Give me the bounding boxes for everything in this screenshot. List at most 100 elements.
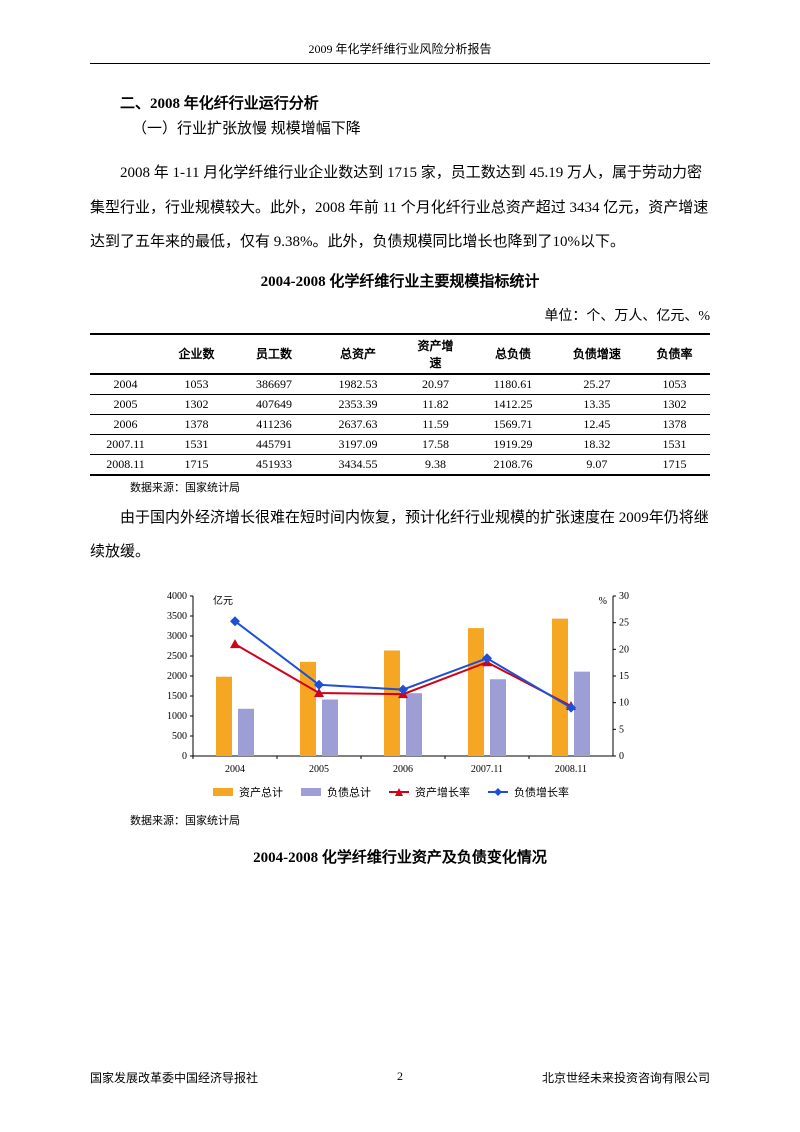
table-cell: 2353.39	[316, 394, 400, 414]
bar	[468, 628, 484, 756]
table-title: 2004-2008 化学纤维行业主要规模指标统计	[90, 270, 710, 291]
table-cell: 407649	[232, 394, 316, 414]
table-cell: 1302	[161, 394, 232, 414]
table-cell: 3197.09	[316, 434, 400, 454]
table-source: 数据来源：国家统计局	[130, 479, 710, 495]
table-cell: 1180.61	[471, 374, 555, 395]
footer-left: 国家发展改革委中国经济导报社	[90, 1069, 258, 1086]
svg-text:1500: 1500	[167, 691, 187, 702]
table-cell: 1378	[639, 414, 710, 434]
table-header-row: 企业数员工数总资产资产增速总负债负债增速负债率	[90, 334, 710, 374]
bar	[384, 650, 400, 756]
paragraph-1: 2008 年 1-11 月化学纤维行业企业数达到 1715 家，员工数达到 45…	[90, 156, 710, 260]
table-cell: 2006	[90, 414, 161, 434]
stats-table: 企业数员工数总资产资产增速总负债负债增速负债率 2004105338669719…	[90, 333, 710, 476]
svg-text:2007.11: 2007.11	[471, 764, 503, 775]
svg-text:15: 15	[619, 671, 629, 682]
table-cell: 1715	[639, 454, 710, 475]
chart-source: 数据来源：国家统计局	[130, 812, 710, 828]
chart-svg: 05001000150020002500300035004000亿元051015…	[145, 586, 655, 806]
section-title: 二、2008 年化纤行业运行分析	[120, 92, 710, 113]
table-header-cell: 企业数	[161, 334, 232, 374]
svg-text:30: 30	[619, 591, 629, 602]
table-cell: 1053	[639, 374, 710, 395]
table-header-cell: 总资产	[316, 334, 400, 374]
svg-text:亿元: 亿元	[213, 594, 233, 607]
table-cell: 1302	[639, 394, 710, 414]
table-header-cell	[90, 334, 161, 374]
svg-text:2008.11: 2008.11	[555, 764, 587, 775]
table-row: 200410533866971982.5320.971180.6125.2710…	[90, 374, 710, 395]
page-footer: 国家发展改革委中国经济导报社 2 北京世经未来投资咨询有限公司	[90, 1069, 710, 1086]
chart-caption: 2004-2008 化学纤维行业资产及负债变化情况	[90, 846, 710, 867]
paragraph-2: 由于国内外经济增长很难在短时间内恢复，预计化纤行业规模的扩张速度在 2009年仍…	[90, 501, 710, 570]
table-header-cell: 负债率	[639, 334, 710, 374]
page-header: 2009 年化学纤维行业风险分析报告	[90, 40, 710, 64]
table-row: 200613784112362637.6311.591569.7112.4513…	[90, 414, 710, 434]
table-header-cell: 总负债	[471, 334, 555, 374]
table-cell: 1378	[161, 414, 232, 434]
svg-text:%: %	[599, 596, 607, 607]
table-row: 200513024076492353.3911.821412.2513.3513…	[90, 394, 710, 414]
table-cell: 1715	[161, 454, 232, 475]
svg-text:25: 25	[619, 617, 629, 628]
table-cell: 2008.11	[90, 454, 161, 475]
bar	[216, 676, 232, 755]
table-cell: 1531	[161, 434, 232, 454]
table-cell: 9.07	[555, 454, 639, 475]
page: 2009 年化学纤维行业风险分析报告 二、2008 年化纤行业运行分析 （一）行…	[0, 0, 800, 1132]
table-cell: 2005	[90, 394, 161, 414]
table-cell: 2007.11	[90, 434, 161, 454]
svg-text:负债增长率: 负债增长率	[514, 785, 569, 799]
table-cell: 451933	[232, 454, 316, 475]
table-cell: 1412.25	[471, 394, 555, 414]
table-cell: 1982.53	[316, 374, 400, 395]
table-header-cell: 资产增速	[400, 334, 471, 374]
svg-text:10: 10	[619, 697, 629, 708]
table-cell: 11.59	[400, 414, 471, 434]
marker	[230, 639, 240, 648]
table-cell: 1569.71	[471, 414, 555, 434]
bar	[490, 679, 506, 756]
chart: 05001000150020002500300035004000亿元051015…	[145, 586, 655, 806]
table-cell: 12.45	[555, 414, 639, 434]
table-row: 2007.1115314457913197.0917.581919.2918.3…	[90, 434, 710, 454]
svg-text:负债总计: 负债总计	[327, 785, 371, 799]
table-cell: 13.35	[555, 394, 639, 414]
table-cell: 3434.55	[316, 454, 400, 475]
svg-text:5: 5	[619, 724, 624, 735]
table-cell: 11.82	[400, 394, 471, 414]
bar	[322, 699, 338, 755]
subsection-title: （一）行业扩张放慢 规模增幅下降	[132, 117, 710, 138]
bar	[552, 618, 568, 755]
table-cell: 9.38	[400, 454, 471, 475]
svg-text:资产增长率: 资产增长率	[415, 785, 470, 799]
bar	[574, 671, 590, 755]
svg-text:2005: 2005	[309, 764, 329, 775]
table-cell: 2004	[90, 374, 161, 395]
unit-line: 单位：个、万人、亿元、%	[90, 305, 710, 325]
svg-text:2500: 2500	[167, 651, 187, 662]
table-cell: 411236	[232, 414, 316, 434]
svg-text:资产总计: 资产总计	[239, 785, 283, 799]
table-cell: 1531	[639, 434, 710, 454]
footer-right: 北京世经未来投资咨询有限公司	[542, 1069, 710, 1086]
table-cell: 386697	[232, 374, 316, 395]
bar	[238, 708, 254, 755]
table-cell: 1053	[161, 374, 232, 395]
svg-text:3500: 3500	[167, 611, 187, 622]
svg-text:500: 500	[172, 731, 187, 742]
table-header-cell: 员工数	[232, 334, 316, 374]
table-cell: 445791	[232, 434, 316, 454]
svg-text:0: 0	[182, 751, 187, 762]
footer-page-number: 2	[397, 1069, 403, 1086]
svg-text:1000: 1000	[167, 711, 187, 722]
svg-text:0: 0	[619, 751, 624, 762]
bar	[406, 693, 422, 756]
table-cell: 2108.76	[471, 454, 555, 475]
table-header-cell: 负债增速	[555, 334, 639, 374]
svg-text:3000: 3000	[167, 631, 187, 642]
svg-text:20: 20	[619, 644, 629, 655]
table-cell: 17.58	[400, 434, 471, 454]
svg-text:2004: 2004	[225, 764, 245, 775]
